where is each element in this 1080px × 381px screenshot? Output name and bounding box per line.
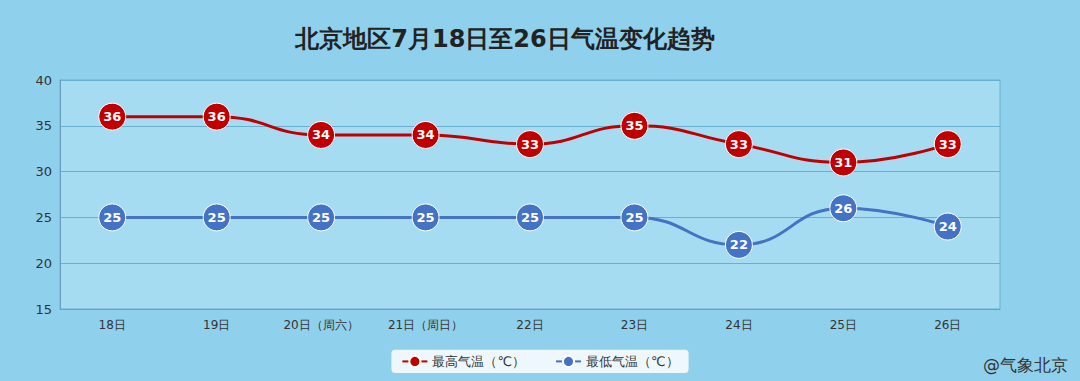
svg-text:23日: 23日 [621, 318, 648, 332]
svg-text:最高气温（℃）: 最高气温（℃） [432, 354, 525, 369]
svg-text:35: 35 [35, 118, 52, 133]
svg-text:24: 24 [939, 219, 957, 234]
svg-text:25: 25 [312, 210, 330, 225]
svg-text:25: 25 [208, 210, 226, 225]
svg-text:24日: 24日 [725, 318, 752, 332]
svg-text:22: 22 [730, 237, 748, 252]
svg-text:15: 15 [35, 302, 52, 317]
svg-text:26日: 26日 [934, 318, 961, 332]
svg-text:34: 34 [312, 127, 330, 142]
svg-text:34: 34 [417, 127, 435, 142]
svg-text:25: 25 [625, 210, 643, 225]
svg-text:18日: 18日 [99, 318, 126, 332]
svg-text:@气象北京: @气象北京 [983, 355, 1068, 375]
svg-text:19日: 19日 [203, 318, 230, 332]
svg-text:30: 30 [35, 164, 52, 179]
svg-text:20: 20 [35, 256, 52, 271]
svg-text:25: 25 [35, 210, 52, 225]
svg-text:北京地区7月18日至26日气温变化趋势: 北京地区7月18日至26日气温变化趋势 [294, 25, 715, 53]
svg-text:25日: 25日 [830, 318, 857, 332]
svg-text:20日（周六）: 20日（周六） [283, 318, 358, 332]
svg-text:36: 36 [208, 109, 226, 124]
svg-text:25: 25 [417, 210, 435, 225]
svg-text:40: 40 [35, 73, 52, 88]
svg-text:31: 31 [834, 155, 852, 170]
svg-text:33: 33 [730, 137, 748, 152]
svg-text:最低气温（℃）: 最低气温（℃） [586, 354, 679, 369]
svg-text:22日: 22日 [516, 318, 543, 332]
svg-text:36: 36 [103, 109, 121, 124]
svg-text:33: 33 [521, 137, 539, 152]
svg-text:25: 25 [103, 210, 121, 225]
svg-text:35: 35 [625, 118, 643, 133]
svg-text:21日（周日）: 21日（周日） [388, 318, 463, 332]
svg-text:26: 26 [834, 201, 852, 216]
svg-text:33: 33 [939, 137, 957, 152]
svg-text:25: 25 [521, 210, 539, 225]
